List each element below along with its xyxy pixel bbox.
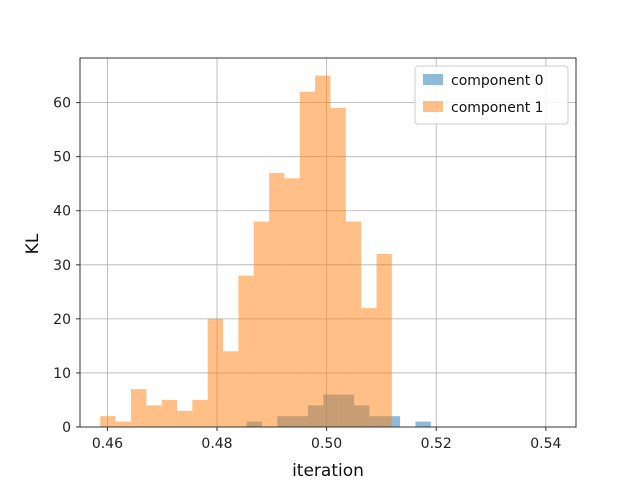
histogram-bar-component-1: [207, 318, 224, 427]
histogram-bar-component-1: [192, 399, 208, 427]
histogram-bar-component-1: [238, 275, 254, 427]
histogram-bar-component-1: [315, 75, 331, 428]
histogram-bar-component-1: [146, 405, 162, 427]
axes: [79, 57, 577, 428]
y-tick-label: 50: [53, 150, 71, 166]
y-tick-label: 40: [53, 204, 71, 220]
y-tick-label: 0: [62, 420, 71, 436]
histogram-bar-component-1: [269, 172, 285, 427]
x-tick-label: 0.46: [92, 436, 123, 452]
histogram-bar-component-1: [177, 410, 193, 427]
tick-marks: 0.46 0.48 0.50 0.52 0.54 0 10 20 30 40 50 60: [53, 96, 561, 452]
y-tick-label: 10: [53, 366, 71, 382]
y-tick-label: 30: [53, 258, 71, 274]
legend-box: [414, 65, 569, 125]
x-axis-label: iteration: [292, 461, 364, 480]
histogram-bar-component-1: [115, 421, 131, 427]
legend: component 0 component 1: [414, 65, 569, 125]
x-tick-label: 0.50: [311, 436, 342, 452]
histogram-bar-component-1: [130, 389, 147, 427]
histogram-bar-component-1: [330, 108, 346, 427]
histogram-bar-component-1: [345, 221, 362, 427]
plot-frame: [79, 57, 577, 428]
histogram-bar-component-1: [284, 178, 300, 427]
legend-label: component 0: [451, 73, 544, 89]
legend-swatch: [423, 74, 443, 85]
legend-label: component 1: [451, 100, 544, 116]
y-tick-label: 20: [53, 312, 71, 328]
y-axis-label: KL: [23, 233, 43, 254]
histogram-bar-component-1: [161, 399, 178, 427]
legend-swatch: [423, 101, 443, 112]
x-tick-label: 0.52: [421, 436, 452, 452]
y-tick-label: 60: [53, 96, 71, 112]
histogram-bar-component-1: [376, 253, 392, 427]
x-tick-label: 0.54: [530, 436, 561, 452]
histogram-bar-component-0: [384, 416, 401, 427]
histogram-bars: [100, 75, 431, 428]
histogram-bar-component-1: [299, 91, 316, 428]
histogram-bar-component-1: [253, 221, 270, 427]
x-tick-label: 0.48: [201, 436, 232, 452]
histogram-bar-component-1: [361, 308, 377, 427]
histogram-bar-component-1: [100, 416, 116, 427]
histogram-bar-component-1: [223, 351, 239, 427]
histogram-bar-component-0: [415, 421, 431, 427]
